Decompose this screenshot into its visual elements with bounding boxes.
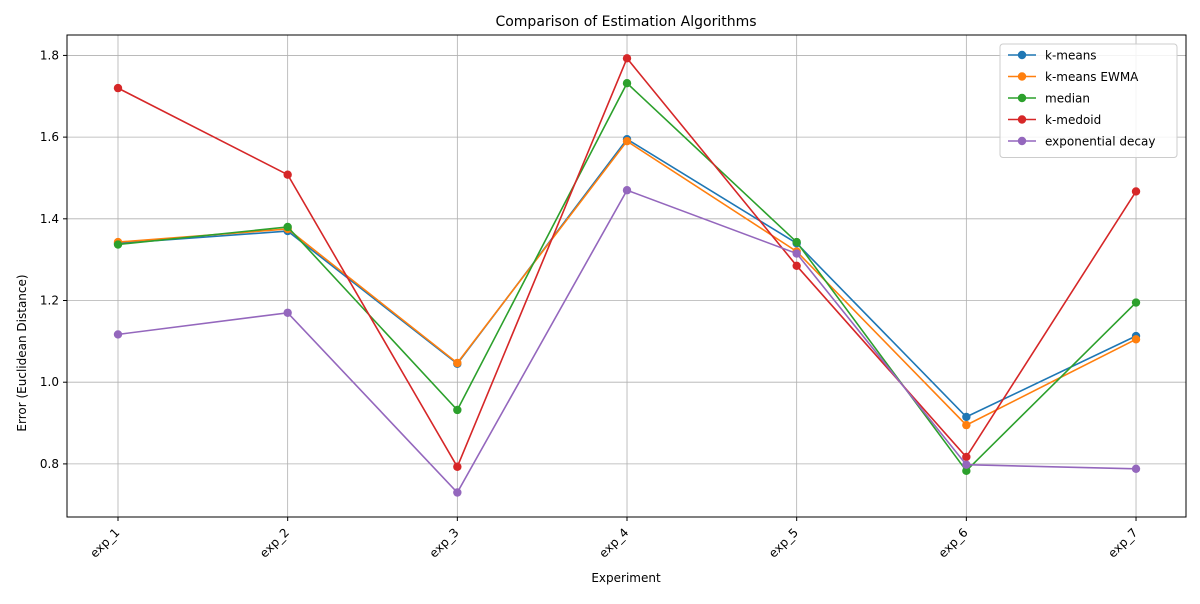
grid-lines (67, 35, 1186, 517)
data-point (1131, 298, 1141, 307)
legend-item: k-means EWMA (1008, 70, 1139, 84)
y-tick-label: 1.4 (40, 212, 59, 226)
data-point (792, 249, 801, 258)
data-point (1131, 335, 1141, 344)
legend-marker (1017, 136, 1027, 146)
data-point (453, 358, 462, 368)
data-point (622, 54, 632, 63)
data-point (283, 222, 292, 232)
legend: k-means k-means EWMA median k-medoid exponen… (999, 43, 1178, 158)
legend-label: k-means EWMA (1045, 70, 1139, 84)
data-point (962, 420, 971, 430)
legend-item: k-means (1008, 49, 1097, 63)
y-tick-label: 1.8 (40, 48, 59, 62)
series-3 (113, 54, 1141, 471)
legend-label: median (1045, 92, 1090, 106)
data-point (962, 466, 971, 476)
legend-item: median (1008, 92, 1090, 106)
data-point (1131, 464, 1141, 473)
data-point (792, 237, 801, 247)
y-tick-label: 1.2 (40, 294, 59, 308)
data-point (113, 83, 123, 93)
series-4 (113, 186, 1141, 497)
legend-label: k-means (1045, 49, 1097, 63)
data-point (453, 462, 462, 471)
plot-frame (66, 34, 1187, 518)
legend-marker (1017, 50, 1027, 60)
data-point (283, 308, 292, 317)
data-point (622, 79, 632, 88)
data-point (453, 405, 462, 415)
data-point (453, 488, 462, 497)
data-point (113, 330, 123, 339)
data-point (962, 452, 971, 462)
y-axis-label: Error (Euclidean Distance) (15, 274, 29, 431)
data-point (283, 170, 292, 179)
data-point (1131, 187, 1141, 196)
legend-label: exponential decay (1045, 135, 1155, 149)
data-point (113, 240, 123, 249)
series-2 (113, 79, 1141, 476)
data-point (622, 137, 632, 146)
legend-item: k-medoid (1008, 113, 1101, 127)
legend-marker (1017, 72, 1027, 81)
legend-marker (1017, 93, 1027, 103)
data-point (622, 186, 632, 195)
x-axis-label: Experiment (591, 571, 661, 585)
data-point (962, 460, 971, 469)
legend-marker (1017, 115, 1027, 124)
series-layer (113, 54, 1141, 497)
data-point (962, 412, 971, 422)
legend-frame (999, 43, 1178, 158)
legend-item: exponential decay (1008, 135, 1155, 149)
y-tick-label: 0.8 (40, 457, 59, 471)
y-tick-label: 1.6 (40, 130, 59, 144)
chart-title: Comparison of Estimation Algorithms (495, 14, 756, 30)
y-tick-label: 1.0 (40, 375, 59, 389)
data-point (792, 261, 801, 270)
legend-label: k-medoid (1045, 113, 1101, 127)
